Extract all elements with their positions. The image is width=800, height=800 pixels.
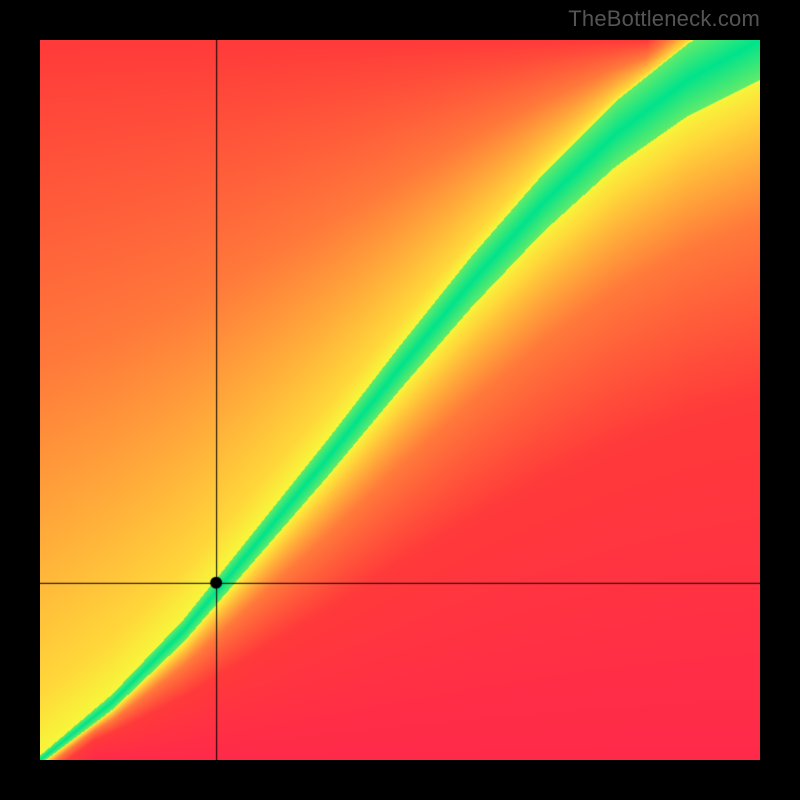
bottleneck-heatmap — [40, 40, 760, 760]
watermark-text: TheBottleneck.com — [568, 6, 760, 32]
chart-container: TheBottleneck.com — [0, 0, 800, 800]
